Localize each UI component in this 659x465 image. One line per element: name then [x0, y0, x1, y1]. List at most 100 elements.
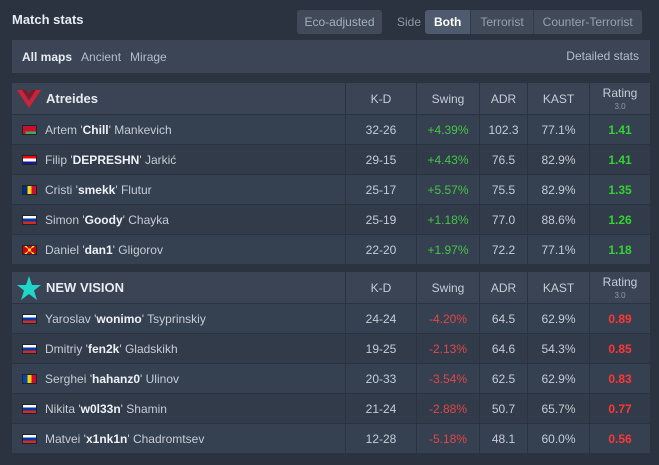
- side-option-terrorist[interactable]: Terrorist: [470, 10, 533, 34]
- swing-cell: +1.18%: [427, 213, 469, 227]
- rating-cell: 1.26: [608, 213, 632, 227]
- swing-cell: -2.13%: [428, 342, 468, 356]
- page-title: Match stats: [12, 12, 84, 27]
- table-row: Artem 'Chill' Mankevich 32-26 +4.39% 102.3 7…: [12, 115, 650, 145]
- col-adr-header: ADR: [490, 281, 517, 295]
- new-vision-star-logo-icon: [17, 276, 41, 300]
- rating-cell: 0.56: [608, 432, 632, 446]
- adr-cell: 75.5: [491, 183, 516, 197]
- side-option-both[interactable]: Both: [425, 10, 471, 34]
- player-first-name: Filip: [45, 153, 68, 167]
- team-table-new-vision: NEW VISION K-D Swing ADR KAST Rating 3.0…: [12, 272, 650, 454]
- table-row: Serghei 'hahanz0' Ulinov 20-33 -3.54% 62.5 6…: [12, 364, 650, 394]
- player-name-link[interactable]: Daniel 'dan1' Gligorov: [45, 243, 163, 257]
- player-rows: Artem 'Chill' Mankevich 32-26 +4.39% 102.3 7…: [12, 115, 650, 265]
- player-nickname: w0l33n: [80, 402, 121, 416]
- col-kast-header: KAST: [542, 281, 575, 295]
- adr-cell: 64.6: [491, 342, 516, 356]
- kast-cell: 88.6%: [541, 213, 576, 227]
- col-swing-header: Swing: [431, 281, 465, 295]
- col-rating-header: Rating 3.0: [590, 272, 650, 304]
- col-rating-header: Rating 3.0: [590, 83, 650, 115]
- kast-cell: 62.9%: [541, 372, 576, 386]
- adr-cell: 76.5: [491, 153, 516, 167]
- player-name-link[interactable]: Artem 'Chill' Mankevich: [45, 123, 172, 137]
- flag-mk-icon: [22, 245, 37, 255]
- rating-cell: 1.41: [608, 123, 632, 137]
- map-tab-ancient[interactable]: Ancient: [81, 49, 122, 64]
- player-last-name: Tsyprinskiy: [147, 312, 206, 326]
- table-row: Matvei 'x1nk1n' Chadromtsev 12-28 -5.18% 48…: [12, 424, 650, 454]
- flag-md-icon: [22, 374, 37, 384]
- team-table-atreides: Atreides K-D Swing ADR KAST Rating 3.0 A…: [12, 83, 650, 265]
- player-first-name: Artem: [45, 123, 78, 137]
- detailed-stats-link[interactable]: Detailed stats: [566, 49, 639, 63]
- player-name-link[interactable]: Nikita 'w0l33n' Shamin: [45, 402, 167, 416]
- kast-cell: 62.9%: [541, 312, 576, 326]
- player-last-name: Chayka: [128, 213, 169, 227]
- map-tab-all-maps[interactable]: All maps: [22, 49, 73, 64]
- player-name-link[interactable]: Serghei 'hahanz0' Ulinov: [45, 372, 179, 386]
- adr-cell: 77.0: [491, 213, 516, 227]
- rating-cell: 1.35: [608, 183, 632, 197]
- player-last-name: Shamin: [126, 402, 167, 416]
- map-tab-mirage[interactable]: Mirage: [130, 49, 167, 64]
- flag-ru-icon: [22, 314, 37, 324]
- swing-cell: -5.18%: [428, 432, 468, 446]
- rating-cell: 0.89: [608, 312, 632, 326]
- player-nickname: smekk: [77, 183, 116, 197]
- player-name-link[interactable]: Yaroslav 'wonimo' Tsyprinskiy: [45, 312, 206, 326]
- header-bar: Match stats Eco-adjusted Side Both Terro…: [0, 0, 659, 40]
- table-row: Daniel 'dan1' Gligorov 22-20 +1.97% 72.2 77.…: [12, 235, 650, 265]
- kd-cell: 12-28: [365, 432, 397, 446]
- player-nickname: Chill: [82, 123, 109, 137]
- kd-cell: 24-24: [365, 312, 397, 326]
- kd-cell: 19-25: [365, 342, 397, 356]
- team-header: NEW VISION K-D Swing ADR KAST Rating 3.0: [12, 272, 650, 304]
- kast-cell: 54.3%: [541, 342, 576, 356]
- kd-cell: 22-20: [365, 243, 397, 257]
- kd-cell: 29-15: [365, 153, 397, 167]
- player-name-link[interactable]: Cristi 'smekk' Flutur: [45, 183, 152, 197]
- kast-cell: 77.1%: [541, 243, 576, 257]
- player-nickname: fen2k: [87, 342, 120, 356]
- adr-cell: 50.7: [491, 402, 516, 416]
- eco-adjusted-toggle[interactable]: Eco-adjusted: [297, 10, 382, 34]
- adr-cell: 64.5: [491, 312, 516, 326]
- swing-cell: +5.57%: [427, 183, 469, 197]
- flag-ru-icon: [22, 344, 37, 354]
- team-name: Atreides: [46, 91, 99, 106]
- player-last-name: Gladskikh: [124, 342, 178, 356]
- kd-cell: 21-24: [365, 402, 397, 416]
- rating-cell: 0.77: [608, 402, 632, 416]
- kd-cell: 32-26: [365, 123, 397, 137]
- player-last-name: Jarkić: [144, 153, 177, 167]
- player-name-link[interactable]: Filip 'DEPRESHN' Jarkić: [45, 153, 177, 167]
- col-swing-header: Swing: [431, 92, 465, 106]
- col-adr-header: ADR: [490, 92, 517, 106]
- table-row: Dmitriy 'fen2k' Gladskikh 19-25 -2.13% 64.6…: [12, 334, 650, 364]
- swing-cell: -2.88%: [428, 402, 468, 416]
- player-last-name: Ulinov: [145, 372, 179, 386]
- side-label: Side: [397, 15, 422, 29]
- kast-cell: 65.7%: [541, 402, 576, 416]
- table-row: Filip 'DEPRESHN' Jarkić 29-15 +4.43% 76.5 82…: [12, 145, 650, 175]
- player-nickname: dan1: [84, 243, 113, 257]
- player-first-name: Matvei: [45, 432, 81, 446]
- player-nickname: hahanz0: [92, 372, 141, 386]
- player-last-name: Chadromtsev: [132, 432, 205, 446]
- player-last-name: Mankevich: [114, 123, 172, 137]
- col-kd-header: K-D: [370, 92, 392, 106]
- kast-cell: 77.1%: [541, 123, 576, 137]
- col-kast-header: KAST: [542, 92, 575, 106]
- player-first-name: Simon: [45, 213, 80, 227]
- adr-cell: 62.5: [491, 372, 516, 386]
- team-name: NEW VISION: [46, 280, 125, 295]
- player-name-link[interactable]: Matvei 'x1nk1n' Chadromtsev: [45, 432, 205, 446]
- side-option-counter-terrorist[interactable]: Counter-Terrorist: [532, 10, 642, 34]
- player-nickname: x1nk1n: [85, 432, 128, 446]
- player-name-link[interactable]: Simon 'Goody' Chayka: [45, 213, 169, 227]
- player-name-link[interactable]: Dmitriy 'fen2k' Gladskikh: [45, 342, 178, 356]
- player-first-name: Nikita: [45, 402, 76, 416]
- rating-version: 3.0: [614, 291, 626, 300]
